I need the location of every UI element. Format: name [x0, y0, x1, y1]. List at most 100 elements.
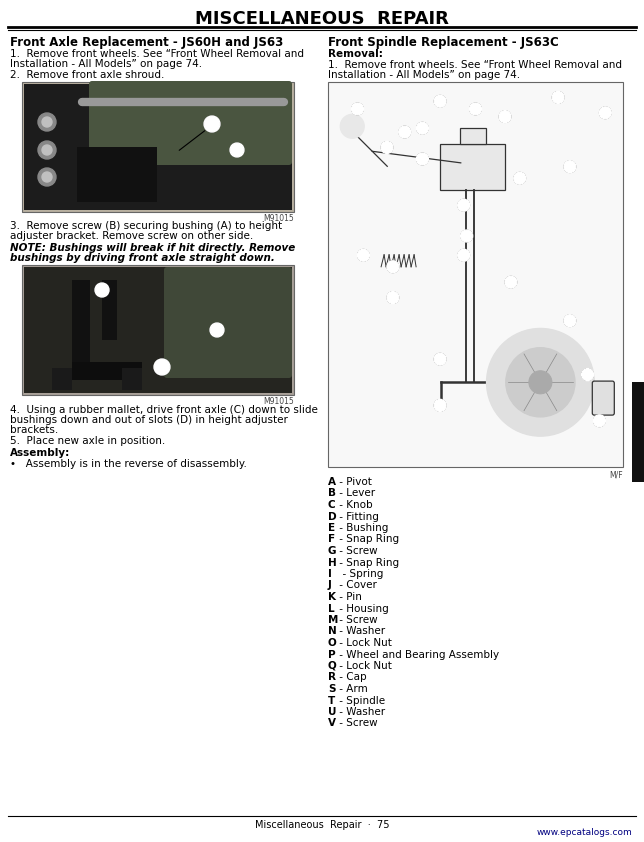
Text: P: P	[328, 649, 336, 659]
Circle shape	[210, 323, 224, 337]
Circle shape	[458, 249, 469, 261]
Text: - Screw: - Screw	[336, 718, 377, 728]
Text: - Cover: - Cover	[336, 580, 377, 590]
Bar	[72, 362, 142, 380]
Text: adjuster bracket. Remove screw on other side.: adjuster bracket. Remove screw on other …	[10, 231, 253, 241]
Text: - Bushing: - Bushing	[336, 523, 388, 533]
Text: - Pivot: - Pivot	[336, 477, 372, 487]
Text: T: T	[328, 695, 336, 706]
Text: 1.  Remove front wheels. See “Front Wheel Removal and: 1. Remove front wheels. See “Front Wheel…	[10, 49, 304, 59]
Text: M/F: M/F	[609, 470, 623, 479]
Text: S: S	[438, 403, 442, 408]
Text: G: G	[437, 99, 442, 104]
Text: F: F	[421, 125, 424, 131]
Text: - Snap Ring: - Snap Ring	[336, 557, 399, 568]
Text: - Washer: - Washer	[336, 707, 385, 717]
Circle shape	[38, 141, 56, 159]
Circle shape	[340, 115, 365, 138]
Circle shape	[460, 230, 473, 242]
Text: - Cap: - Cap	[336, 673, 366, 683]
FancyBboxPatch shape	[592, 381, 614, 415]
Text: - Screw: - Screw	[336, 546, 377, 556]
Circle shape	[38, 168, 56, 186]
Text: D: D	[328, 511, 337, 521]
Text: E: E	[402, 130, 407, 135]
Text: L: L	[568, 164, 572, 169]
Text: Front Spindle Replacement - JS63C: Front Spindle Replacement - JS63C	[328, 36, 559, 49]
Text: - Spring: - Spring	[336, 569, 383, 579]
Circle shape	[95, 283, 109, 297]
Text: •   Assembly is in the reverse of disassembly.: • Assembly is in the reverse of disassem…	[10, 459, 247, 469]
Text: K: K	[328, 592, 336, 602]
Circle shape	[564, 161, 576, 173]
Circle shape	[469, 103, 482, 115]
Text: U: U	[328, 707, 337, 717]
Circle shape	[434, 353, 446, 365]
Text: Front Axle Replacement - JS60H and JS63: Front Axle Replacement - JS60H and JS63	[10, 36, 283, 49]
Circle shape	[42, 145, 52, 155]
Circle shape	[529, 370, 552, 394]
Circle shape	[564, 315, 576, 327]
Text: www.epcatalogs.com: www.epcatalogs.com	[536, 828, 632, 837]
Circle shape	[204, 116, 220, 132]
Text: M: M	[328, 615, 338, 625]
Text: H: H	[473, 106, 478, 111]
Text: G: G	[328, 546, 337, 556]
Text: A: A	[328, 477, 336, 487]
Text: 1.  Remove front wheels. See “Front Wheel Removal and: 1. Remove front wheels. See “Front Wheel…	[328, 60, 622, 70]
Text: A: A	[159, 363, 166, 371]
Text: 4.  Using a rubber mallet, drive front axle (C) down to slide: 4. Using a rubber mallet, drive front ax…	[10, 405, 318, 415]
Text: M91015: M91015	[263, 214, 294, 223]
Circle shape	[593, 415, 605, 427]
Text: - Lever: - Lever	[336, 488, 375, 498]
Bar	[460, 128, 486, 144]
Bar	[22, 82, 294, 212]
Bar	[102, 280, 117, 340]
Circle shape	[458, 200, 469, 211]
Circle shape	[514, 173, 526, 184]
Text: bushings down and out of slots (D) in height adjuster: bushings down and out of slots (D) in he…	[10, 415, 288, 425]
Circle shape	[399, 126, 411, 138]
Text: I: I	[328, 569, 332, 579]
Bar	[328, 82, 623, 467]
Text: H: H	[328, 557, 337, 568]
Text: F: F	[328, 535, 335, 545]
Bar	[77, 147, 157, 202]
Bar	[72, 280, 90, 365]
Circle shape	[486, 328, 594, 436]
Text: N: N	[390, 295, 395, 300]
Text: N: N	[328, 626, 337, 637]
Bar	[24, 84, 292, 210]
Bar	[122, 368, 142, 390]
Bar	[632, 382, 644, 482]
Text: J: J	[328, 580, 332, 590]
Text: C: C	[328, 500, 336, 510]
Text: - Lock Nut: - Lock Nut	[336, 638, 392, 648]
Circle shape	[417, 122, 428, 134]
Text: M91015: M91015	[263, 397, 294, 406]
Text: - Lock Nut: - Lock Nut	[336, 661, 392, 671]
Text: E: E	[328, 523, 335, 533]
Text: B: B	[234, 146, 240, 154]
Text: A: A	[209, 120, 215, 129]
Text: - Screw: - Screw	[336, 615, 377, 625]
Text: S: S	[328, 684, 336, 694]
Text: A: A	[461, 253, 466, 258]
Text: Miscellaneous  Repair  ·  75: Miscellaneous Repair · 75	[255, 820, 389, 830]
Text: 2.  Remove front axle shroud.: 2. Remove front axle shroud.	[10, 70, 164, 80]
Text: N: N	[464, 233, 469, 238]
Text: U: U	[390, 264, 395, 269]
Text: O: O	[328, 638, 337, 648]
Circle shape	[230, 143, 244, 157]
Text: S: S	[361, 253, 366, 258]
Circle shape	[357, 249, 370, 261]
Circle shape	[352, 103, 363, 115]
Bar	[22, 265, 294, 395]
Text: Q: Q	[328, 661, 337, 671]
Text: MISCELLANEOUS  REPAIR: MISCELLANEOUS REPAIR	[195, 10, 449, 28]
Text: 3.  Remove screw (B) securing bushing (A) to height: 3. Remove screw (B) securing bushing (A)…	[10, 221, 282, 231]
Text: - Knob: - Knob	[336, 500, 373, 510]
Text: Assembly:: Assembly:	[10, 448, 70, 458]
Text: Q: Q	[585, 372, 590, 377]
FancyBboxPatch shape	[89, 81, 292, 165]
